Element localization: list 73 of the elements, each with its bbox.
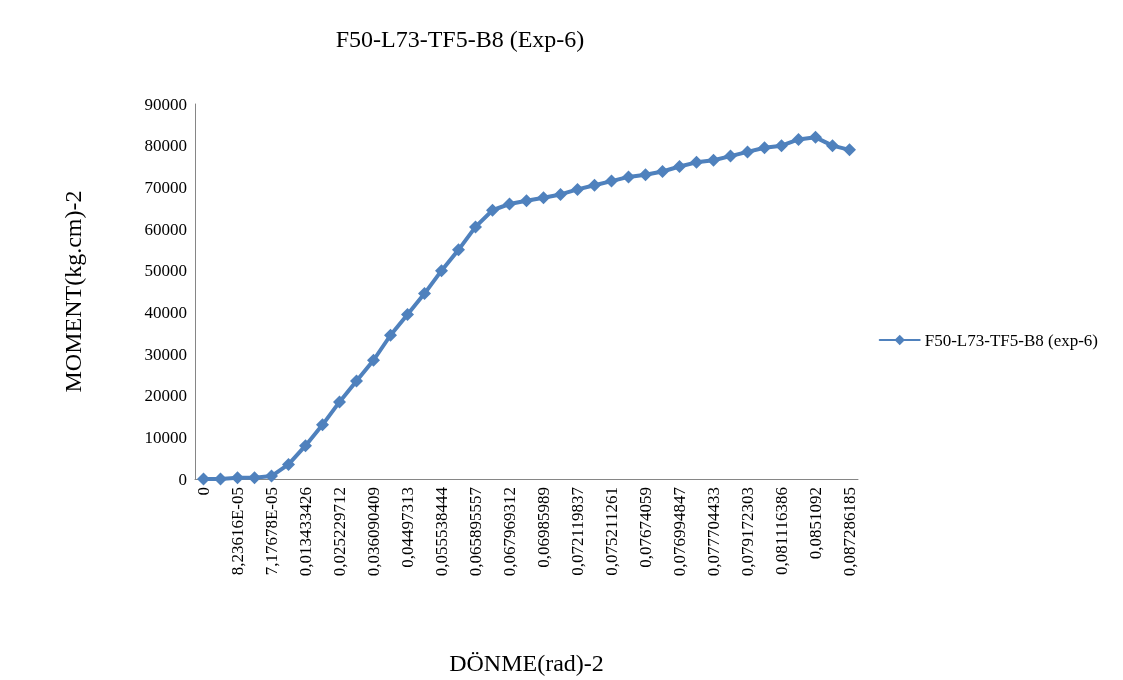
point — [401, 307, 414, 321]
point — [690, 155, 703, 169]
y-tick-label: 70000 — [144, 177, 187, 197]
x-tick-label: 0,067969312 — [500, 487, 519, 577]
y-tick-label: 0 — [178, 469, 187, 489]
point — [197, 472, 210, 486]
point — [214, 472, 227, 486]
y-tick-label: 30000 — [144, 344, 187, 364]
x-tick-label: 0,081116386 — [772, 487, 791, 575]
x-tick-label: 7,17678E-05 — [262, 487, 281, 576]
point — [656, 165, 669, 178]
x-tick-label: 8,23616E-05 — [228, 487, 247, 576]
point — [843, 143, 856, 157]
point — [673, 160, 686, 173]
x-tick-label: 0,036090409 — [364, 487, 383, 577]
y-tick-label: 40000 — [144, 302, 187, 322]
x-tick-label: 0,013433426 — [296, 487, 315, 577]
point — [707, 153, 720, 167]
point — [316, 418, 329, 432]
y-tick-label: 20000 — [144, 386, 187, 406]
x-tick-label: 0,075211261 — [602, 487, 621, 576]
point — [486, 203, 499, 217]
point — [350, 374, 363, 388]
x-tick-label: 0,07674059 — [636, 487, 655, 568]
point — [554, 187, 567, 201]
point — [418, 287, 431, 301]
point — [333, 395, 346, 409]
x-tick-label: 0,04497313 — [398, 487, 417, 568]
x-tick-label: 0,06985989 — [534, 487, 553, 568]
y-axis-title: MOMENT(kg.cm)-2 — [60, 190, 86, 393]
point — [639, 168, 652, 182]
point — [248, 471, 261, 485]
point — [724, 149, 737, 163]
y-tick-label: 80000 — [144, 136, 187, 156]
point — [282, 457, 295, 471]
x-tick-label: 0,025229712 — [330, 487, 349, 577]
point — [469, 220, 482, 234]
x-tick-label: 0,076994847 — [670, 486, 689, 577]
point — [384, 328, 397, 342]
point — [622, 170, 635, 184]
point — [571, 182, 584, 196]
point — [826, 139, 839, 153]
x-tick-label: 0,055538444 — [432, 486, 451, 577]
point — [503, 197, 516, 211]
point — [435, 264, 448, 278]
point — [741, 145, 754, 159]
y-tick-label: 90000 — [144, 94, 187, 114]
x-tick-label: 0,065895557 — [466, 486, 485, 577]
x-tick-label: 0,0851092 — [806, 487, 825, 560]
point — [588, 178, 601, 192]
point — [452, 243, 465, 257]
point — [758, 141, 771, 155]
y-tick-label: 50000 — [144, 261, 187, 281]
legend-label: F50-L73-TF5-B8 (exp-6) — [924, 330, 1098, 350]
chart-title: F50-L73-TF5-B8 (Exp-6) — [335, 26, 585, 52]
point — [809, 130, 822, 144]
x-tick-label: 0,087286185 — [840, 487, 859, 577]
y-tick-label: 60000 — [144, 219, 187, 239]
x-tick-label: 0,072119837 — [568, 486, 587, 576]
point — [775, 139, 788, 153]
point — [792, 132, 805, 146]
point — [367, 353, 380, 367]
point — [537, 191, 550, 205]
x-tick-label: 0,077704433 — [704, 487, 723, 577]
point — [520, 194, 533, 208]
point — [299, 439, 312, 453]
x-tick-label: 0,079172303 — [738, 487, 757, 577]
y-tick-label: 10000 — [144, 427, 187, 447]
x-tick-label: 0 — [194, 487, 213, 496]
point — [605, 174, 618, 188]
x-axis-title: DÖNME(rad)-2 — [449, 650, 604, 676]
point — [231, 471, 244, 485]
point — [265, 469, 278, 483]
